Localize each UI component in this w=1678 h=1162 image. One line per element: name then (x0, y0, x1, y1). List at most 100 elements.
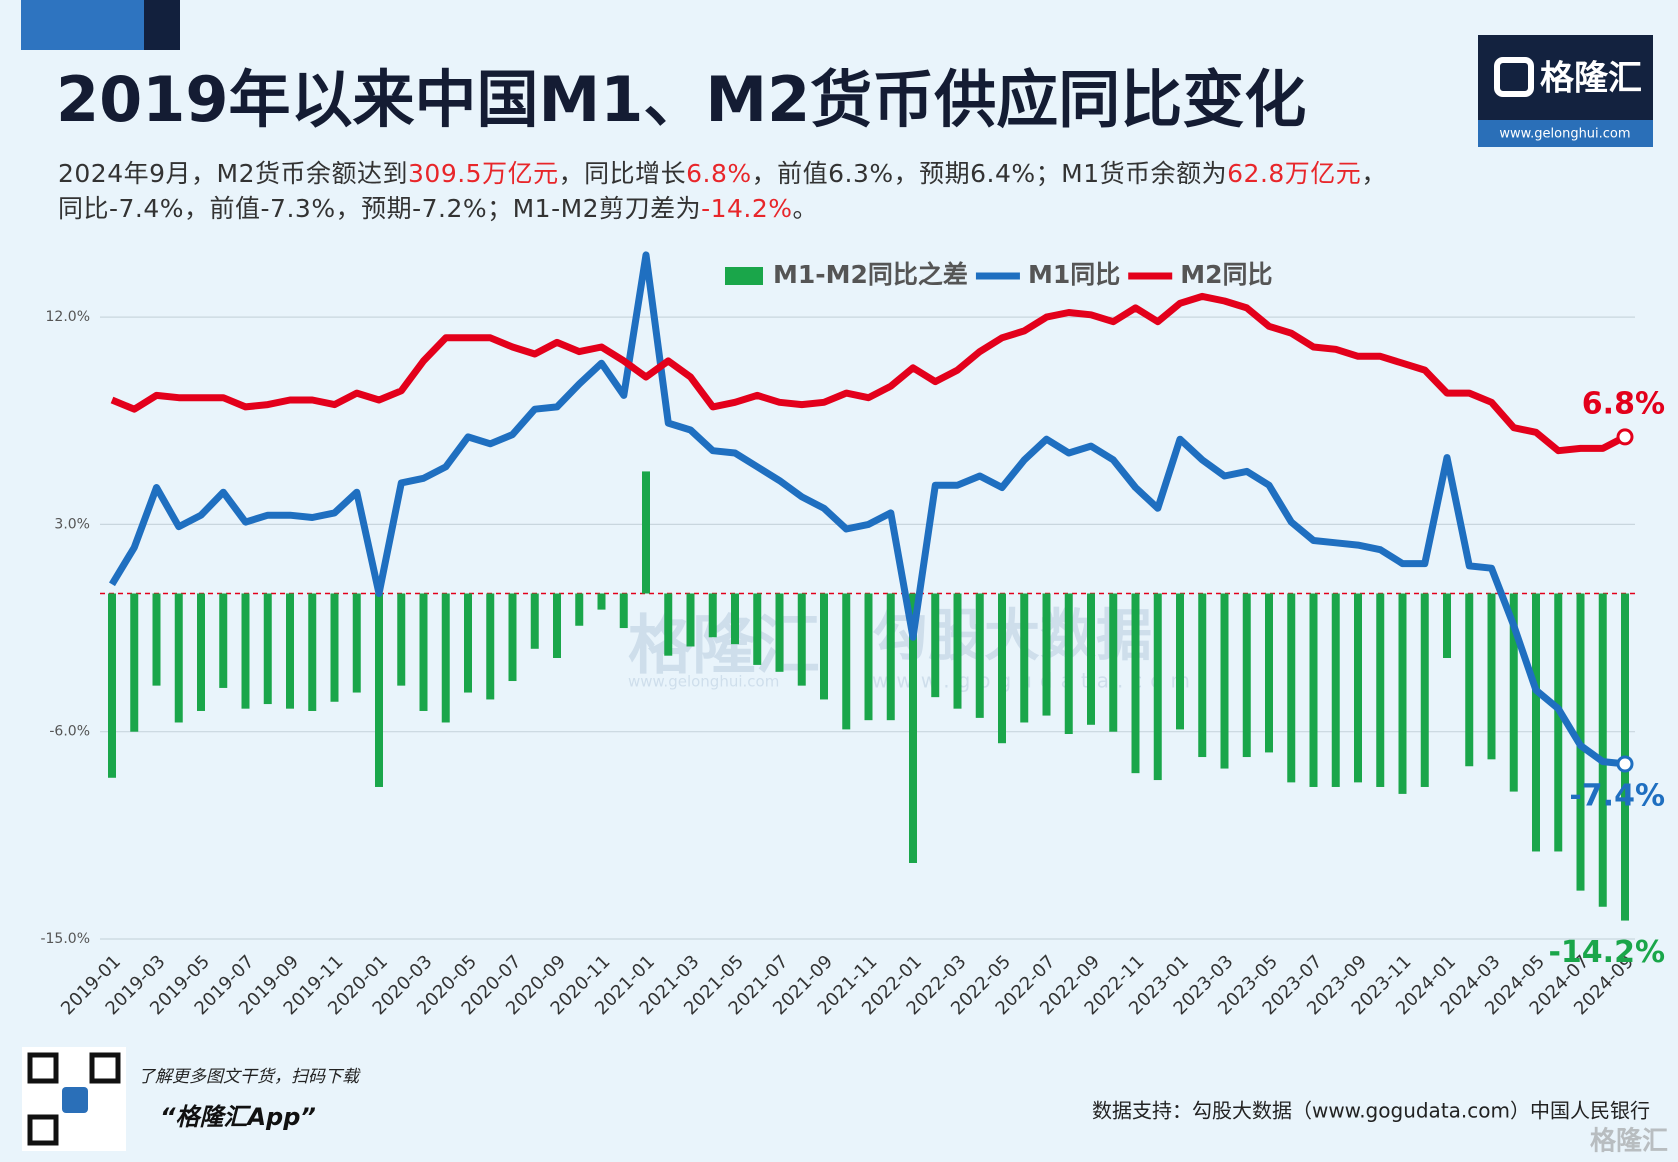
bar (1443, 593, 1451, 658)
watermark-text: www.gogudata.com (872, 669, 1198, 693)
bar (953, 593, 962, 709)
bar (508, 593, 517, 682)
bar (1064, 593, 1073, 735)
bar (1598, 593, 1607, 907)
watermark-text: 格隆汇 (628, 610, 820, 684)
bar (286, 593, 294, 709)
bar (553, 593, 561, 658)
subtitle-text: 309.5万亿元 (408, 159, 559, 188)
bar (797, 593, 806, 686)
bar (998, 593, 1006, 744)
bar (1398, 593, 1407, 794)
bar (1042, 593, 1051, 716)
bar (1309, 593, 1318, 787)
subtitle-text: ， (1361, 159, 1387, 188)
bar (753, 593, 762, 665)
corner-block (144, 0, 180, 50)
bar (263, 593, 272, 705)
bar (108, 593, 116, 778)
legend-label: M2同比 (1180, 260, 1272, 289)
end-marker (1616, 428, 1634, 446)
bar (1354, 593, 1362, 783)
bar (731, 593, 739, 645)
bar (975, 593, 984, 718)
bar (330, 593, 339, 702)
bar (886, 593, 895, 721)
bar (1131, 593, 1140, 774)
value-label: -7.4% (1569, 778, 1665, 813)
bar (1420, 593, 1429, 787)
subtitle-line: 同比-7.4%，前值-7.3%，预期-7.2%；M1-M2剪刀差为-14.2%。 (58, 189, 818, 225)
bar (1287, 593, 1296, 783)
bar (619, 593, 628, 629)
source: 数据支持：勾股大数据（www.gogudata.com）中国人民银行 (1092, 1099, 1650, 1123)
corner-block (21, 0, 144, 50)
bar (486, 593, 495, 700)
app-name: “格隆汇App” (160, 1103, 316, 1131)
bar (820, 593, 828, 700)
bar (909, 593, 917, 863)
line (110, 292, 1627, 455)
logo-url: www.gelonghui.com (1499, 127, 1630, 142)
bar (174, 593, 183, 723)
bar (686, 593, 695, 647)
bar (708, 593, 717, 638)
bar (1554, 593, 1563, 852)
bar (1153, 593, 1162, 781)
legend-label: M1同比 (1028, 260, 1120, 289)
bar (1331, 593, 1340, 787)
bar (1109, 593, 1118, 732)
y-tick-label: 12.0% (46, 309, 90, 325)
subtitle-text: 6.8% (686, 159, 752, 188)
bar (1532, 593, 1540, 852)
bar (597, 593, 606, 610)
logo-name: 格隆汇 (1540, 59, 1642, 99)
bar (464, 593, 472, 693)
bar (642, 471, 650, 594)
bar (1242, 593, 1251, 758)
bar (530, 593, 539, 649)
logo-strip (1478, 120, 1653, 147)
brand: 格隆汇 (1590, 1126, 1668, 1157)
subtitle-text: 同比-7.4%，前值-7.3%，预期-7.2%；M1-M2剪刀差为 (58, 194, 702, 223)
bar (1198, 593, 1207, 758)
logo-icon (1494, 57, 1534, 97)
bar (931, 593, 940, 698)
y-tick-label: 3.0% (54, 516, 90, 532)
bar (419, 593, 428, 711)
value-label: -14.2% (1548, 935, 1665, 970)
y-tick-label: -15.0% (40, 931, 90, 947)
y-tick-label: -6.0% (49, 724, 90, 740)
qr-logo (62, 1087, 88, 1113)
bar (1465, 593, 1474, 767)
qr-finder (27, 1052, 59, 1084)
line (109, 251, 1626, 768)
bar (1487, 593, 1496, 760)
bar (152, 593, 161, 686)
subtitle-text: 2024年9月，M2货币余额达到 (58, 159, 409, 188)
qr-caption: 了解更多图文干货，扫码下载 (138, 1067, 361, 1087)
bar (308, 593, 317, 711)
bar (1176, 593, 1184, 730)
bar (1020, 593, 1029, 723)
bar (441, 593, 450, 723)
bar (1509, 593, 1518, 792)
subtitle-line: 2024年9月，M2货币余额达到309.5万亿元，同比增长6.8%，前值6.3%… (58, 154, 1387, 190)
bar (864, 593, 873, 721)
bar (775, 593, 784, 672)
legend-swatch (725, 267, 763, 285)
bar (241, 593, 250, 709)
subtitle-text: ，前值6.3%，预期6.4%；M1货币余额为 (751, 159, 1228, 188)
bar (375, 593, 383, 787)
bar (1376, 593, 1385, 787)
subtitle-text: 62.8万亿元 (1227, 159, 1362, 188)
bar (352, 593, 361, 693)
bar (1087, 593, 1095, 725)
end-marker (1616, 755, 1634, 773)
bar (397, 593, 406, 686)
subtitle-text: -14.2% (701, 194, 793, 223)
bar (1265, 593, 1273, 753)
legend-label: M1-M2同比之差 (773, 260, 968, 289)
bar (664, 593, 673, 656)
